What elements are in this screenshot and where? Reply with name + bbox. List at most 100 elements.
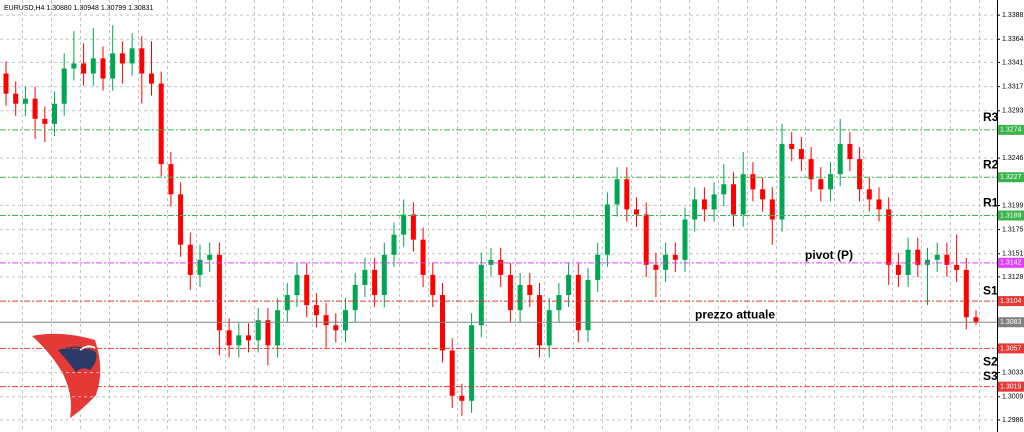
candle [440,282,445,363]
chart-title: EURUSD,H4 1.30880 1.30948 1.30799 1.3083… [4,5,154,12]
y-tick-label: 1.3293 [1002,108,1024,115]
level-price-label: 1.3274 [1000,127,1022,134]
candle [32,86,38,139]
candle [459,383,465,416]
candle-body [789,144,795,150]
candle [42,106,48,142]
candle-body [575,274,581,331]
y-tick-label: 1.3246 [1002,155,1024,162]
y-tick-label: 1.3009 [1002,394,1024,401]
candle [789,131,795,162]
candle [808,147,814,192]
candle-body [488,259,494,265]
candle [537,282,542,358]
level-price-label: 1.3104 [1000,298,1022,305]
vertical-grid [22,0,980,432]
candle-body [711,194,717,210]
level-price-label: 1.3057 [1000,345,1022,352]
candle-body [537,295,542,346]
candle [779,123,785,232]
candle-body [430,274,436,296]
candle-body [672,254,678,260]
candle-body [517,284,523,311]
candle [818,167,824,202]
candle-body [304,274,310,306]
candle-body [546,310,552,346]
y-tick-label: 1.2986 [1002,417,1024,424]
candle [410,202,416,252]
candle-body [372,269,378,296]
candle-body [624,179,630,210]
candle-body [876,199,882,210]
level-name: R1 [983,196,999,210]
level-price-box [998,296,1024,307]
candle [507,262,513,323]
candle [246,323,251,353]
candle [905,237,911,287]
y-tick-label: 1.3199 [1002,202,1024,209]
candle-body [760,189,766,200]
candle [197,244,203,287]
candle [944,242,950,277]
candle [498,247,504,287]
candle [372,257,378,308]
level-price-box [998,124,1024,135]
candle-body [895,264,901,275]
candle [585,267,591,343]
candle [52,91,57,136]
candle [546,298,552,358]
candle-body [886,209,892,265]
candle-body [352,284,358,311]
candle [226,318,232,358]
candle [343,298,348,343]
level-name: S1 [983,283,998,297]
candle [798,136,804,172]
candle [653,252,659,298]
level-price-label: 1.3142 [1000,260,1022,267]
candle-body [42,118,48,124]
candle [682,207,688,272]
level-price-box [998,317,1024,328]
candle-body [731,184,736,215]
y-tick-label: 1.3364 [1002,36,1024,43]
candle [566,262,572,308]
candle-body [401,214,407,235]
level-name: R3 [983,110,999,124]
candle-body [905,249,911,275]
candle-body [313,305,319,316]
candle-body [963,269,969,318]
candle [886,197,892,285]
candle-body [750,174,756,190]
candle [207,242,213,272]
candle [663,242,669,282]
candle-body [81,63,87,74]
candle [488,247,494,277]
candle-body [100,58,106,79]
candle-body [391,234,397,255]
candle-body [507,274,513,311]
candle-body [915,249,921,265]
candle-body [168,164,174,195]
candle-body [362,269,368,285]
candle-body [634,209,639,215]
candle [420,227,426,287]
candle [828,162,833,202]
candle [760,177,766,212]
candle [158,71,164,177]
candle-body [110,53,116,79]
y-tick-label: 1.3033 [1002,369,1024,376]
candle [430,262,436,308]
candle [847,131,853,172]
candle [925,247,930,306]
candle-body [857,159,863,190]
candle [934,242,940,272]
candle [187,232,193,291]
candle [22,86,28,116]
candle-body [52,103,57,124]
candle-body [32,98,38,119]
candle-body [692,199,698,220]
level-name: prezzo attuale [695,307,775,321]
candle [401,199,407,247]
candle [643,202,649,277]
